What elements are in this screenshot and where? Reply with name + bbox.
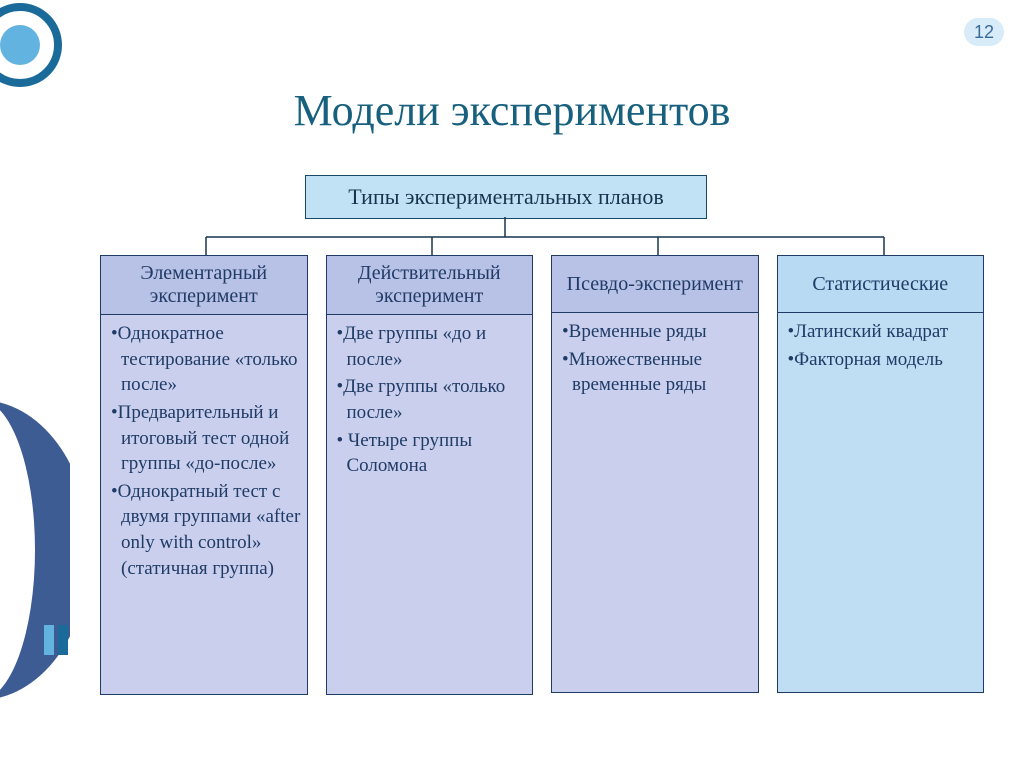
decor-bar-2 xyxy=(44,625,54,655)
column-header: Элементарный эксперимент xyxy=(100,255,308,315)
column-header: Статистические xyxy=(777,255,985,313)
columns-container: Элементарный эксперимент•Однократное тес… xyxy=(100,255,984,695)
decor-ring-outer xyxy=(0,7,58,83)
bullet-item: •Множественные временные ряды xyxy=(562,347,752,398)
bullet-item: •Временные ряды xyxy=(562,319,752,345)
decor-bar-1 xyxy=(30,625,40,655)
column-body: •Латинский квадрат•Факторная модель xyxy=(777,313,985,693)
bullet-item: •Две группы «до и после» xyxy=(337,321,527,372)
bullet-item: •Факторная модель xyxy=(788,347,978,373)
root-label: Типы экспериментальных планов xyxy=(348,184,663,210)
bullet-item: • Четыре группы Соломона xyxy=(337,428,527,479)
column-header: Действительный эксперимент xyxy=(326,255,534,315)
decor-moon xyxy=(0,400,70,700)
bullet-item: •Однократное тестирование «только после» xyxy=(111,321,301,398)
page-number-text: 12 xyxy=(974,22,994,43)
bullet-item: •Латинский квадрат xyxy=(788,319,978,345)
root-box: Типы экспериментальных планов xyxy=(305,175,707,219)
column: Действительный эксперимент•Две группы «д… xyxy=(326,255,534,695)
page-number: 12 xyxy=(964,18,1004,46)
slide-title: Модели экспериментов xyxy=(0,85,1024,136)
column-body: •Однократное тестирование «только после»… xyxy=(100,315,308,695)
decor-bar-3 xyxy=(58,625,68,655)
bullet-item: •Предварительный и итоговый тест одной г… xyxy=(111,400,301,477)
column: Псевдо-эксперимент•Временные ряды•Множес… xyxy=(551,255,759,695)
bullet-item: •Две группы «только после» xyxy=(337,374,527,425)
column-body: •Две группы «до и после»•Две группы «тол… xyxy=(326,315,534,695)
column-body: •Временные ряды•Множественные временные … xyxy=(551,313,759,693)
column-header: Псевдо-эксперимент xyxy=(551,255,759,313)
decor-ring-inner xyxy=(0,25,40,65)
column: Статистические•Латинский квадрат•Факторн… xyxy=(777,255,985,695)
column: Элементарный эксперимент•Однократное тес… xyxy=(100,255,308,695)
bullet-item: •Однократный тест с двумя группами «afte… xyxy=(111,479,301,582)
